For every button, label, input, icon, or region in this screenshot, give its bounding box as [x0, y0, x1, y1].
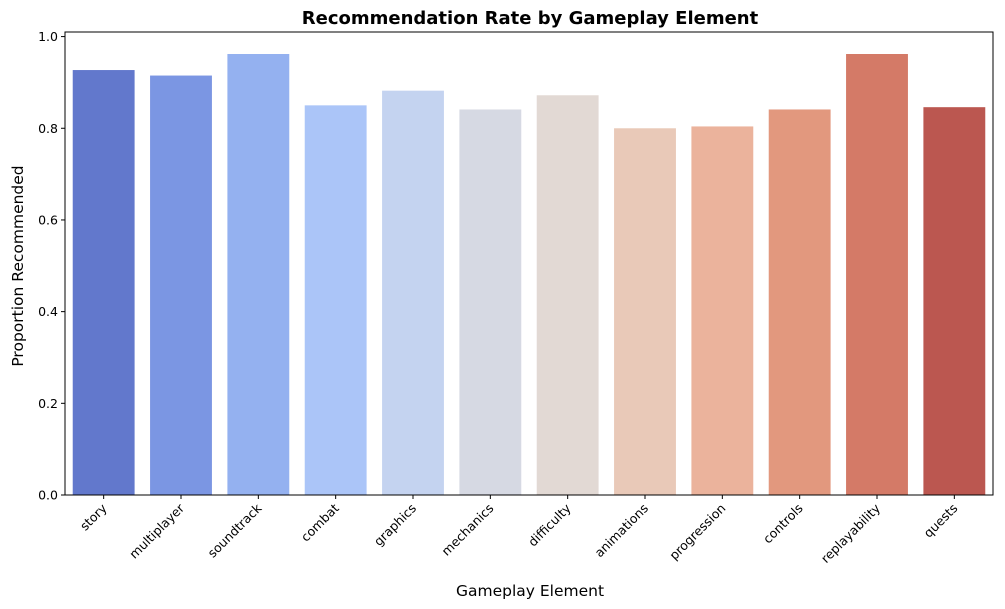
bar-animations: [614, 128, 676, 495]
y-axis-ticks: 0.0 0.2 0.4 0.6 0.8 1.0: [38, 29, 65, 503]
bar-combat: [304, 105, 367, 496]
bars-group: [72, 54, 986, 496]
x-tick-label: progression: [666, 501, 728, 563]
bar-replayability: [846, 54, 908, 495]
y-tick-label: 0.2: [38, 396, 58, 411]
x-tick-label: quests: [921, 501, 961, 541]
bar-mechanics: [459, 109, 522, 495]
bar-controls: [768, 109, 831, 495]
x-tick-label: combat: [298, 500, 342, 544]
x-axis-ticks: story multiplayer soundtrack combat graphics…: [77, 495, 961, 566]
y-tick-label: 0.8: [38, 121, 58, 136]
bar-story: [72, 70, 135, 495]
bar-progression: [691, 126, 754, 496]
bar-multiplayer: [150, 75, 212, 496]
x-tick-label: replayability: [818, 500, 884, 566]
bar-difficulty: [536, 95, 599, 495]
y-tick-label: 0.4: [38, 304, 58, 319]
x-tick-label: story: [77, 500, 110, 533]
y-tick-label: 0.6: [38, 212, 58, 227]
x-tick-label: mechanics: [438, 501, 496, 559]
plot-frame: [64, 31, 994, 496]
y-tick-label: 0.0: [38, 488, 58, 503]
x-tick-label: soundtrack: [205, 500, 265, 560]
x-tick-label: multiplayer: [126, 500, 188, 562]
x-tick-label: difficulty: [525, 500, 574, 549]
bar-quests: [923, 107, 986, 495]
bar-soundtrack: [227, 54, 290, 495]
x-tick-label: graphics: [371, 501, 419, 549]
y-axis-title: Proportion Recommended: [9, 165, 27, 366]
x-tick-label: animations: [591, 501, 651, 561]
y-tick-label: 1.0: [38, 29, 58, 44]
chart-title: Recommendation Rate by Gameplay Element: [302, 8, 759, 29]
x-axis-title: Gameplay Element: [456, 582, 604, 600]
x-tick-label: controls: [760, 501, 806, 547]
bar-graphics: [382, 90, 444, 495]
